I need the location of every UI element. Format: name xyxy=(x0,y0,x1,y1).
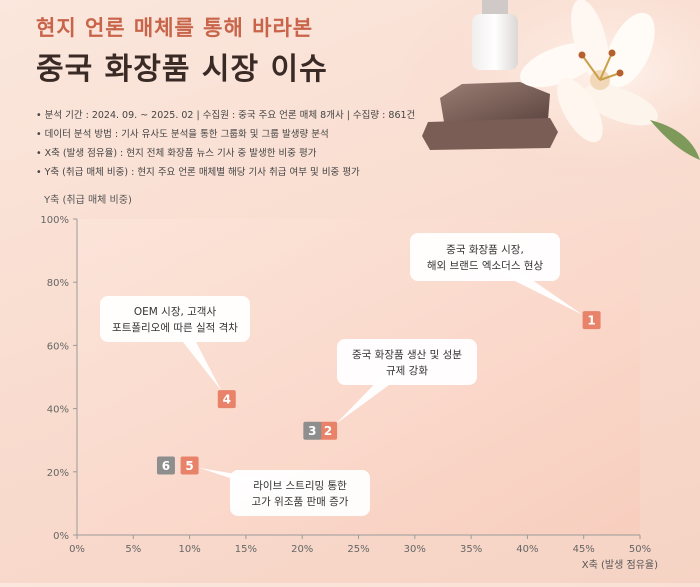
lily-leaf xyxy=(650,120,700,160)
x-tick-label: 0% xyxy=(69,544,85,555)
x-tick-label: 5% xyxy=(125,544,141,555)
point-marker-5: 5 xyxy=(180,456,199,475)
y-tick-label: 60% xyxy=(47,341,69,352)
point-marker-box xyxy=(217,390,236,409)
stone-top xyxy=(440,82,550,122)
point-marker-box xyxy=(303,421,322,440)
page-title: 중국 화장품 시장 이슈 xyxy=(36,52,328,87)
y-tick-label: 20% xyxy=(47,468,69,479)
x-tick-label: 35% xyxy=(460,544,482,555)
point-marker-box xyxy=(156,456,175,475)
point-marker-3: 3 xyxy=(303,421,322,440)
chart-area: 0% 20% 40% 60% 80% 100% 0% 5% 10% 15% 20% 25% 30% 35%… xyxy=(0,185,700,583)
point-marker-4: 4 xyxy=(217,390,236,409)
info-line-method: • 데이터 분석 방법 : 기사 유사도 분석을 통한 그룹화 및 그룹 발생량… xyxy=(36,129,329,140)
callout-text: 중국 화장품 생산 및 성분 xyxy=(352,349,462,361)
x-tick-label: 30% xyxy=(404,544,426,555)
y-tick-label: 100% xyxy=(40,215,69,226)
x-tick-label: 40% xyxy=(516,544,538,555)
lily-flower xyxy=(520,0,658,143)
point-marker-6: 6 xyxy=(156,456,175,475)
point-label: 4 xyxy=(223,393,231,407)
callout-text: OEM 시장, 고객사 xyxy=(134,306,217,318)
callout-text: 포트폴리오에 따른 실적 격차 xyxy=(112,321,238,334)
point-label: 3 xyxy=(308,424,316,438)
y-axis-label: Y축 (취급 매체 비중) xyxy=(43,194,132,206)
callout-box xyxy=(410,233,560,281)
x-tick-label: 10% xyxy=(178,544,200,555)
info-line-y-axis: • Y축 (취급 매체 비중) : 현지 주요 언론 매체별 해당 기사 취급 … xyxy=(36,167,360,178)
callout-text: 규제 강화 xyxy=(386,365,428,377)
scatter-chart: 0% 20% 40% 60% 80% 100% 0% 5% 10% 15% 20% 25% 30% 35%… xyxy=(40,194,658,571)
y-tick-label: 80% xyxy=(47,278,69,289)
point-marker-box xyxy=(319,421,338,440)
page-subtitle: 현지 언론 매체를 통해 바라본 xyxy=(36,16,314,40)
callout-text: 라이브 스트리밍 통한 xyxy=(253,480,347,492)
point-label: 6 xyxy=(162,459,170,473)
info-line-x-axis: • X축 (발생 점유율) : 현지 전체 화장품 뉴스 기사 중 발생한 비중… xyxy=(36,148,317,159)
point-label: 1 xyxy=(587,314,595,328)
point-label: 2 xyxy=(324,424,332,438)
callout-box xyxy=(230,470,370,516)
decor-image xyxy=(400,0,700,175)
point-marker-1: 1 xyxy=(582,311,601,330)
callout-box xyxy=(337,339,477,385)
y-tick-label: 0% xyxy=(53,531,69,542)
y-tick-label: 40% xyxy=(47,405,69,416)
x-tick-label: 25% xyxy=(347,544,369,555)
bottle-body xyxy=(472,14,518,70)
info-line-period: • 분석 기간 : 2024. 09. ~ 2025. 02 | 수집원 : 중… xyxy=(36,110,416,121)
callout-text: 고가 위조품 판매 증가 xyxy=(252,495,349,508)
x-tick-label: 45% xyxy=(573,544,595,555)
x-axis-label: X축 (발생 점유율) xyxy=(582,559,658,571)
point-label: 5 xyxy=(185,459,193,473)
bottle-cap xyxy=(482,0,508,14)
callout-text: 중국 화장품 시장, xyxy=(446,244,524,256)
point-marker-box xyxy=(582,311,601,330)
callout-box xyxy=(100,296,250,342)
x-tick-label: 20% xyxy=(291,544,313,555)
x-tick-label: 15% xyxy=(235,544,257,555)
stone-base xyxy=(422,118,558,150)
info-block: • 분석 기간 : 2024. 09. ~ 2025. 02 | 수집원 : 중… xyxy=(36,106,415,182)
point-marker-2: 2 xyxy=(319,421,338,440)
callout-text: 해외 브랜드 엑소더스 현상 xyxy=(427,259,544,272)
point-marker-box xyxy=(180,456,199,475)
x-tick-label: 50% xyxy=(629,544,651,555)
